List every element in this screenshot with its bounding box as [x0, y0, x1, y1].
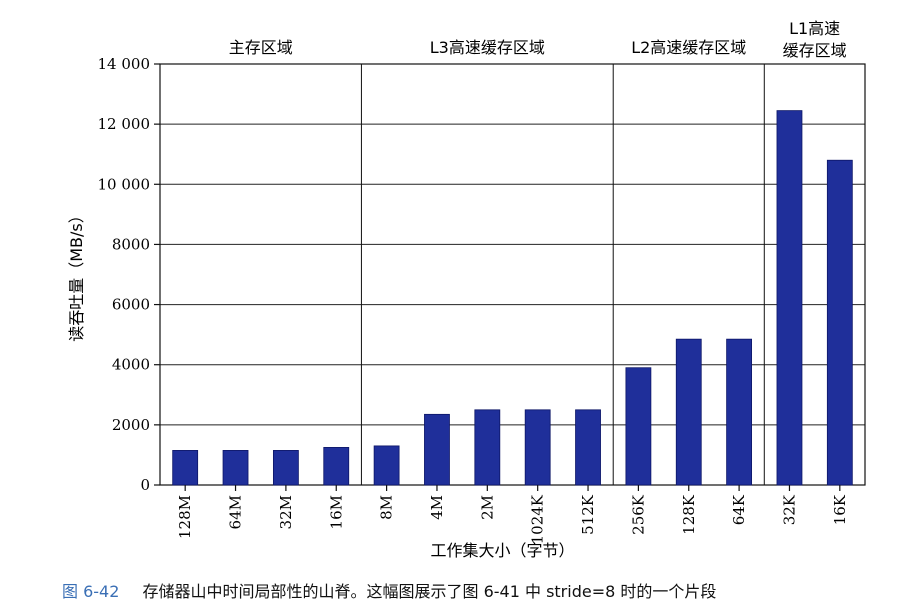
bar: [726, 338, 753, 486]
region-label: L1高速: [789, 19, 840, 38]
y-tick-label: 8000: [112, 235, 150, 253]
x-tick-label: 16K: [831, 494, 849, 525]
x-tick-label: 1024K: [529, 494, 547, 544]
plot-frame: [159, 63, 866, 486]
region-label: 主存区域: [229, 38, 293, 57]
x-tick-label: 256K: [629, 494, 647, 535]
bar: [826, 159, 853, 486]
x-tick-label: 32K: [780, 494, 798, 525]
x-tick-label: 32M: [277, 495, 295, 529]
bar: [575, 409, 601, 486]
y-tick-label: 10 000: [98, 175, 151, 193]
x-tick-label: 64K: [730, 494, 748, 525]
bar: [625, 367, 652, 486]
bar: [222, 450, 249, 486]
bar: [323, 447, 350, 486]
y-tick-label: 4000: [112, 356, 150, 374]
bar: [675, 338, 702, 486]
y-tick-label: 14 000: [98, 55, 151, 73]
x-tick-label: 8M: [378, 495, 396, 520]
bar: [172, 450, 199, 486]
caption-number: 图 6-42: [62, 582, 120, 601]
y-axis-title: 读吞吐量（MB/s）: [67, 207, 86, 342]
y-tick-label: 6000: [112, 296, 150, 314]
bar: [424, 413, 450, 486]
caption-text: 存储器山中时间局部性的山脊。这幅图展示了图 6-41 中 stride=8 时的…: [142, 582, 717, 601]
x-tick-label: 512K: [579, 494, 597, 535]
bar: [474, 409, 501, 486]
bar: [524, 409, 551, 486]
figure-caption: 图 6-42 存储器山中时间局部性的山脊。这幅图展示了图 6-41 中 stri…: [62, 578, 716, 602]
region-label: 缓存区域: [783, 41, 847, 60]
region-label: L2高速缓存区域: [631, 38, 746, 57]
bar-chart: 0 2000 4000 6000 8000 10 000 12 000 14 000 主存区域 L…: [67, 19, 866, 560]
y-tick-label: 12 000: [98, 115, 151, 133]
x-tick-label: 2M: [478, 495, 496, 520]
x-tick-label: 128M: [176, 495, 194, 539]
bar: [776, 110, 803, 486]
bar: [373, 445, 400, 486]
y-tick-label: 0: [140, 476, 150, 494]
y-tick-label: 2000: [112, 416, 150, 434]
bar: [272, 450, 299, 486]
x-tick-label: 128K: [680, 494, 698, 535]
x-tick-label: 16M: [327, 495, 345, 529]
region-label: L3高速缓存区域: [430, 38, 545, 57]
x-axis-title: 工作集大小（字节）: [430, 541, 574, 560]
x-tick-label: 4M: [428, 495, 446, 520]
x-tick-label: 64M: [227, 495, 245, 529]
